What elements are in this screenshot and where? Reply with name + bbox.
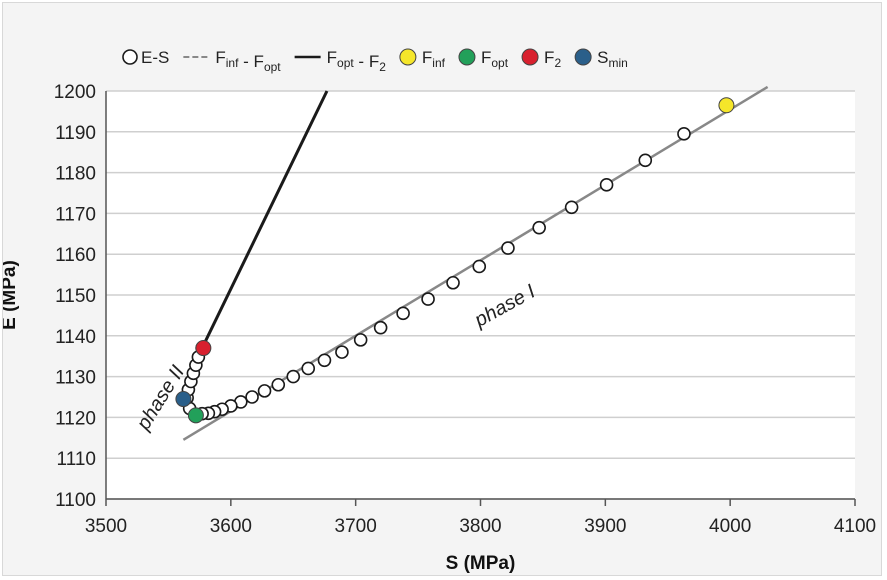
legend-label: F2: [544, 48, 561, 70]
point-e-s: [564, 200, 579, 215]
point-e-s: [446, 275, 460, 290]
point-e-s: [638, 153, 653, 168]
point-e-s: [599, 178, 614, 192]
x-tick-label: 3500: [85, 516, 127, 537]
point-e-s: [532, 220, 546, 235]
point-e-s: [396, 306, 410, 321]
x-tick-label: 3800: [459, 516, 501, 537]
point-e-s: [335, 345, 349, 359]
point-e-s: [373, 320, 388, 335]
y-tick-label: 1160: [55, 245, 96, 266]
x-axis-title: S (MPa): [446, 553, 516, 574]
legend-label: Finf: [422, 48, 446, 70]
legend-label: E-S: [141, 48, 169, 67]
point-f-2: [195, 340, 212, 357]
legend-label: Fopt: [481, 48, 509, 70]
axes: [105, 91, 856, 506]
point-e-s: [245, 390, 259, 404]
legend-symbol-f2: [521, 48, 539, 66]
legend-label: Fopt - F2: [327, 48, 387, 74]
point-e-s: [501, 241, 515, 255]
legend-marker: [574, 48, 592, 66]
point-f-opt: [187, 407, 204, 424]
legend-symbol-fopt: [458, 48, 476, 66]
point-s-min: [175, 391, 192, 408]
y-tick-label: 1120: [55, 408, 96, 429]
point-e-s: [353, 333, 368, 347]
legend-marker: [122, 49, 138, 65]
line-f-opt-f-2: [200, 90, 329, 349]
y-tick-label: 1170: [55, 204, 96, 225]
y-tick-label: 1140: [55, 327, 96, 348]
point-e-s: [472, 259, 487, 274]
tick-labels: 1100 1110 1120 1130 1140 1150 1160 1170 1180 1190…: [54, 82, 876, 537]
y-tick-label: 1150: [55, 286, 96, 307]
legend-marker: [458, 48, 476, 66]
legend-symbol-smin: [574, 48, 592, 66]
y-tick-label: 1130: [55, 368, 96, 389]
point-f-inf: [718, 97, 735, 114]
point-e-s: [286, 369, 301, 384]
y-tick-label: 1110: [57, 449, 96, 470]
legend-marker: [399, 48, 417, 66]
legend-symbol-finf: [399, 48, 417, 66]
y-tick-label: 1190: [55, 123, 96, 144]
point-e-s: [421, 292, 435, 306]
x-tick-label: 3700: [335, 516, 377, 537]
point-e-s: [271, 377, 286, 392]
point-e-s: [677, 127, 691, 141]
point-e-s: [301, 361, 316, 376]
x-tick-label: 4000: [709, 516, 751, 537]
grid-lines: [106, 90, 855, 500]
legend-marker: [521, 48, 539, 66]
y-axis-title: E (MPa): [3, 260, 20, 330]
legend-label: Finf - Fopt: [215, 48, 281, 74]
legend-label: Smin: [597, 48, 628, 70]
y-tick-label: 1100: [55, 490, 96, 511]
legend: E-S Finf - Fopt Fopt - F2 Finf Fopt F2 Smin: [122, 48, 628, 74]
legend-symbol-es: [122, 49, 138, 65]
point-e-s: [317, 353, 332, 368]
x-tick-label: 4100: [834, 516, 876, 537]
x-tick-label: 3900: [584, 516, 626, 537]
chart-svg: 1100 1110 1120 1130 1140 1150 1160 1170 1180 1190…: [3, 48, 876, 574]
point-e-s: [257, 384, 272, 398]
series-points: [175, 97, 735, 424]
y-tick-label: 1180: [55, 164, 96, 185]
y-tick-label: 1200: [54, 82, 96, 103]
x-tick-label: 3600: [210, 516, 252, 537]
